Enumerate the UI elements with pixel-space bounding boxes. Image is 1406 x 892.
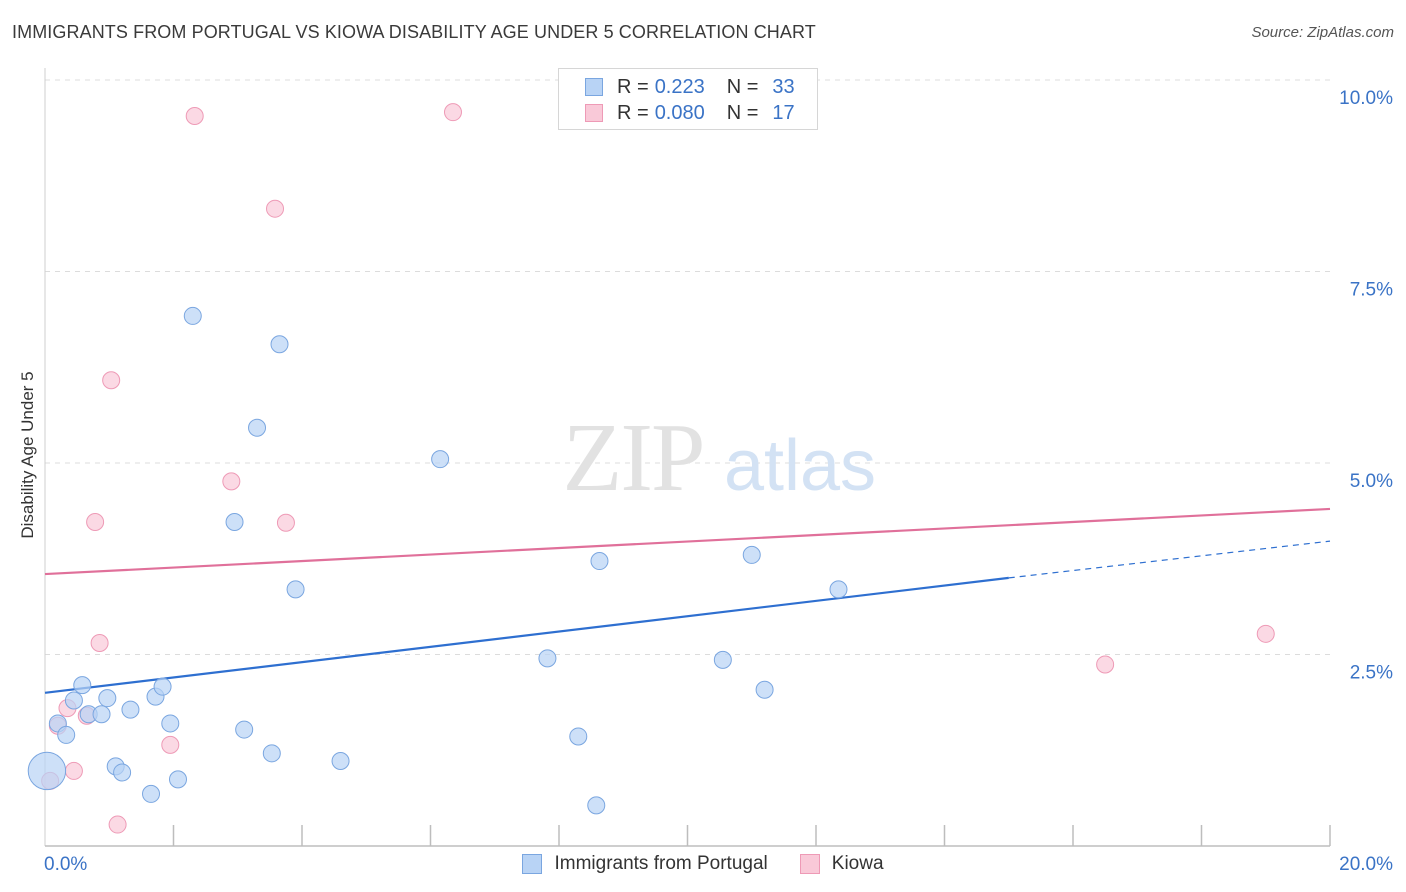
trend-lines	[44, 507, 1331, 694]
watermark-zip: ZIP	[563, 404, 704, 512]
legend-row-kiowa: R = 0.080 N = 17	[585, 100, 795, 126]
legend-n-value: 33	[772, 75, 795, 98]
data-point-kiowa	[266, 199, 285, 218]
legend-n-label: N =	[726, 75, 759, 98]
trend-line-blue	[44, 576, 1009, 694]
data-point-portugal	[121, 700, 140, 719]
source-label: Source: ZipAtlas.com	[1251, 24, 1394, 41]
legend-n-label: N =	[726, 101, 759, 124]
data-point-portugal	[587, 796, 606, 815]
tick-labels: 2.5% 5.0% 7.5% 10.0% 0.0% 20.0%	[44, 88, 1393, 875]
data-point-portugal	[27, 751, 67, 791]
data-point-portugal	[331, 751, 350, 770]
data-point-portugal	[713, 650, 732, 669]
legend-swatch-pink	[799, 854, 820, 874]
data-point-kiowa	[443, 103, 462, 122]
data-point-portugal	[590, 552, 609, 571]
data-point-portugal	[92, 705, 111, 724]
legend-label-kiowa: Kiowa	[831, 853, 884, 874]
data-point-portugal	[262, 744, 281, 763]
watermark-atlas: atlas	[724, 426, 876, 506]
legend-r-label: R =	[617, 75, 649, 98]
grid-lines	[45, 79, 1330, 655]
data-point-portugal	[142, 784, 161, 803]
data-point-kiowa	[1096, 655, 1115, 674]
legend-swatch-pink	[585, 104, 603, 122]
axes	[44, 68, 1331, 847]
data-points	[27, 103, 1275, 834]
data-point-portugal	[569, 727, 588, 746]
data-point-portugal	[742, 545, 761, 564]
trend-line-extension-blue	[1008, 540, 1331, 579]
y-tick-label: 7.5%	[1350, 280, 1393, 301]
data-point-kiowa	[222, 472, 241, 491]
legend-label-portugal: Immigrants from Portugal	[554, 853, 768, 874]
stats-legend: R = 0.223 N = 33 R = 0.080 N = 17	[558, 68, 818, 130]
y-tick-label: 10.0%	[1339, 88, 1393, 109]
x-tick-label: 20.0%	[1339, 854, 1393, 875]
y-tick-label: 2.5%	[1350, 663, 1393, 684]
data-point-portugal	[113, 763, 132, 782]
data-point-portugal	[57, 725, 76, 744]
data-point-portugal	[183, 306, 202, 325]
data-point-portugal	[538, 649, 557, 668]
legend-r-value: 0.223	[654, 75, 705, 98]
data-point-portugal	[161, 714, 180, 733]
data-point-kiowa	[102, 371, 121, 390]
legend-r-value: 0.080	[654, 101, 705, 124]
data-point-portugal	[98, 689, 117, 708]
legend-swatch-blue	[522, 854, 543, 874]
data-point-portugal	[64, 691, 83, 710]
data-point-portugal	[248, 418, 267, 437]
data-point-portugal	[431, 450, 450, 469]
data-point-kiowa	[86, 512, 105, 531]
legend-n-value: 17	[772, 101, 795, 124]
y-tick-label: 5.0%	[1350, 471, 1393, 492]
trend-line-pink	[44, 507, 1331, 576]
data-point-kiowa	[108, 815, 127, 834]
legend-item-portugal[interactable]: Immigrants from Portugal	[522, 853, 768, 875]
data-point-portugal	[235, 720, 254, 739]
legend-item-kiowa[interactable]: Kiowa	[799, 853, 884, 875]
data-point-portugal	[270, 335, 289, 354]
legend-r-label: R =	[617, 101, 649, 124]
data-point-portugal	[168, 770, 187, 789]
data-point-kiowa	[1256, 624, 1275, 643]
data-point-portugal	[153, 677, 172, 696]
data-point-portugal	[286, 580, 305, 599]
chart-title: IMMIGRANTS FROM PORTUGAL VS KIOWA DISABI…	[12, 22, 816, 42]
series-legend: Immigrants from Portugal Kiowa	[0, 851, 1406, 877]
data-point-kiowa	[90, 634, 109, 653]
data-point-portugal	[225, 512, 244, 531]
data-point-kiowa	[276, 513, 295, 532]
data-point-portugal	[829, 580, 848, 599]
data-point-kiowa	[185, 107, 204, 126]
data-point-kiowa	[64, 761, 83, 780]
legend-row-portugal: R = 0.223 N = 33	[585, 74, 795, 100]
data-point-portugal	[73, 676, 92, 695]
data-point-portugal	[755, 680, 774, 699]
x-tick-label: 0.0%	[44, 854, 87, 875]
data-point-kiowa	[161, 735, 180, 754]
legend-swatch-blue	[585, 78, 603, 96]
watermark: ZIP atlas	[563, 404, 877, 512]
